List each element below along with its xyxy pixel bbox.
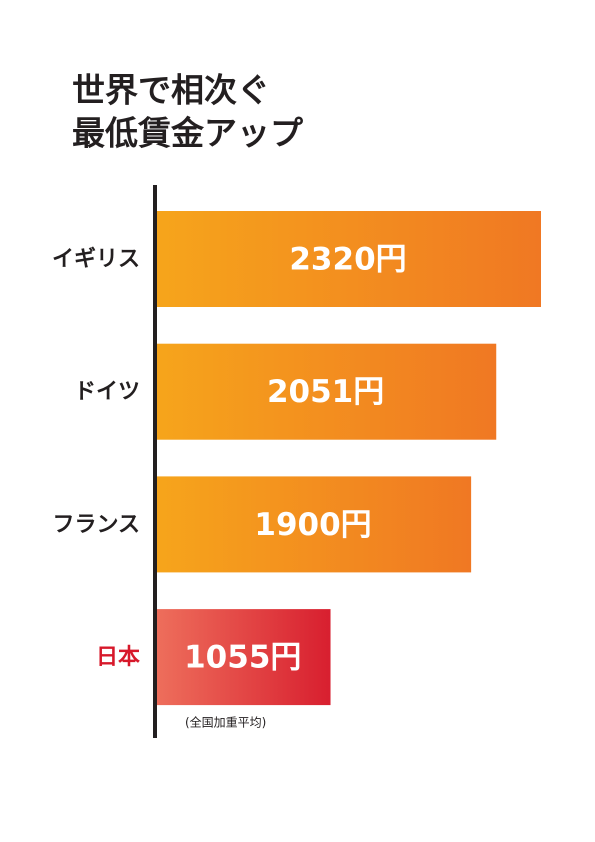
value-label: 1055円 bbox=[184, 640, 301, 676]
bar bbox=[155, 609, 331, 706]
chart-title-line: 最低賃金アップ bbox=[72, 114, 304, 153]
category-label: ドイツ bbox=[74, 380, 140, 405]
annotation: (全国加重平均) bbox=[185, 715, 266, 730]
category-label: イギリス bbox=[52, 247, 140, 272]
value-label: 1900円 bbox=[254, 507, 371, 543]
category-label: 日本 bbox=[96, 645, 140, 670]
bar bbox=[155, 211, 541, 307]
value-label: 2051円 bbox=[267, 374, 384, 410]
bar bbox=[155, 343, 497, 440]
chart-title-line: 世界で相次ぐ bbox=[72, 71, 270, 110]
value-label: 2320円 bbox=[289, 242, 406, 278]
bar bbox=[155, 476, 472, 573]
category-label: フランス bbox=[52, 512, 140, 537]
